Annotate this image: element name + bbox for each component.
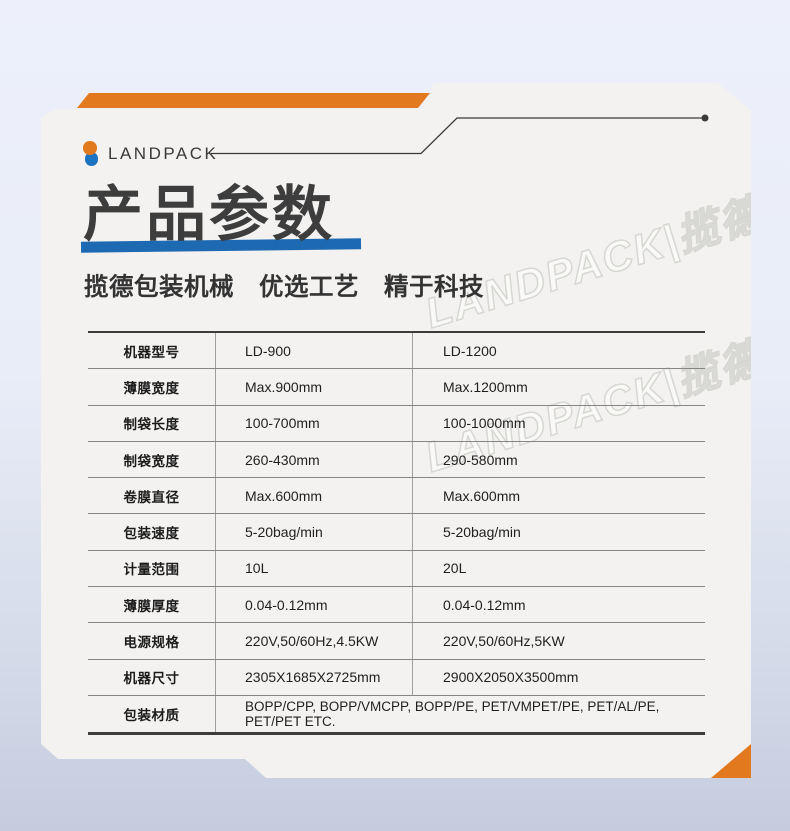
table-row: 电源规格 220V,50/60Hz,4.5KW 220V,50/60Hz,5KW — [88, 623, 705, 660]
row-label: 制袋宽度 — [88, 441, 216, 478]
decorative-line — [211, 114, 709, 155]
row-label: 薄膜厚度 — [88, 587, 216, 623]
row-value-1: 0.04-0.12mm — [216, 587, 413, 623]
page-subtitle: 揽德包装机械 优选工艺 精于科技 — [84, 274, 484, 301]
table-row: 计量范围 10L 20L — [88, 550, 705, 588]
page-title: 产品参数 — [83, 181, 335, 248]
row-value-1: 100-700mm — [216, 405, 413, 441]
watermark-text: LANDPACK|揽德 — [419, 189, 769, 338]
spec-table: 机器型号 LD-900 LD-1200 薄膜宽度 Max.900mm Max.1200mm… — [88, 331, 705, 736]
row-value-1: 2305X1685X2725mm — [216, 659, 413, 695]
row-value-2: Max.600mm — [443, 487, 521, 504]
row-label: 包装材质 — [88, 695, 216, 733]
row-value-2: 220V,50/60Hz,5KW — [443, 633, 565, 650]
row-value-1: LD-900 — [216, 333, 413, 369]
row-value-span: BOPP/CPP, BOPP/VMCPP, BOPP/PE, PET/VMPET… — [245, 699, 660, 730]
row-label: 薄膜宽度 — [88, 369, 216, 405]
logo-orange-dot-icon — [83, 141, 97, 155]
row-value-1: Max.600mm — [216, 478, 413, 514]
row-value-2: 20L — [443, 560, 467, 577]
row-value-1: Max.900mm — [216, 369, 413, 405]
logo-blue-dot-icon — [84, 152, 98, 166]
table-row: 薄膜宽度 Max.900mm Max.1200mm — [88, 369, 705, 406]
row-label: 制袋长度 — [88, 405, 216, 441]
row-value-2: LD-1200 — [443, 342, 497, 359]
table-row: 制袋长度 100-700mm 100-1000mm — [88, 405, 705, 442]
row-label: 电源规格 — [88, 623, 216, 659]
corner-triangle-decoration — [711, 744, 751, 778]
content-card: LANDPACK LANDPACK|揽德 LANDPACK|揽德 产品参数 揽德… — [41, 83, 751, 778]
row-value-2: 2900X2050X3500mm — [443, 669, 579, 686]
row-label: 卷膜直径 — [88, 478, 216, 514]
row-value-1: 10L — [216, 550, 413, 587]
row-value-1: 220V,50/60Hz,4.5KW — [216, 623, 413, 659]
brand-name: LANDPACK — [108, 144, 219, 163]
row-label: 包装速度 — [88, 514, 216, 550]
table-row: 制袋宽度 260-430mm 290-580mm — [88, 441, 705, 479]
table-row: 包装速度 5-20bag/min 5-20bag/min — [88, 514, 705, 551]
top-orange-bar-decoration — [77, 93, 430, 108]
table-row: 机器型号 LD-900 LD-1200 — [88, 333, 705, 370]
row-value-2: Max.1200mm — [443, 378, 528, 395]
row-value-1: 5-20bag/min — [216, 514, 413, 550]
table-row: 薄膜厚度 0.04-0.12mm 0.04-0.12mm — [88, 587, 705, 624]
row-value-2: 290-580mm — [443, 451, 518, 468]
row-value-2: 5-20bag/min — [443, 524, 521, 541]
row-label: 计量范围 — [88, 550, 216, 587]
row-label: 机器型号 — [88, 333, 216, 369]
row-value-1: 260-430mm — [216, 441, 413, 478]
table-row: 卷膜直径 Max.600mm Max.600mm — [88, 478, 705, 515]
row-value-2: 100-1000mm — [443, 415, 526, 432]
table-row: 机器尺寸 2305X1685X2725mm 2900X2050X3500mm — [88, 659, 705, 696]
table-row: 包装材质 BOPP/CPP, BOPP/VMCPP, BOPP/PE, PET/V… — [88, 695, 705, 733]
row-value-2: 0.04-0.12mm — [443, 596, 526, 613]
row-label: 机器尺寸 — [88, 659, 216, 695]
